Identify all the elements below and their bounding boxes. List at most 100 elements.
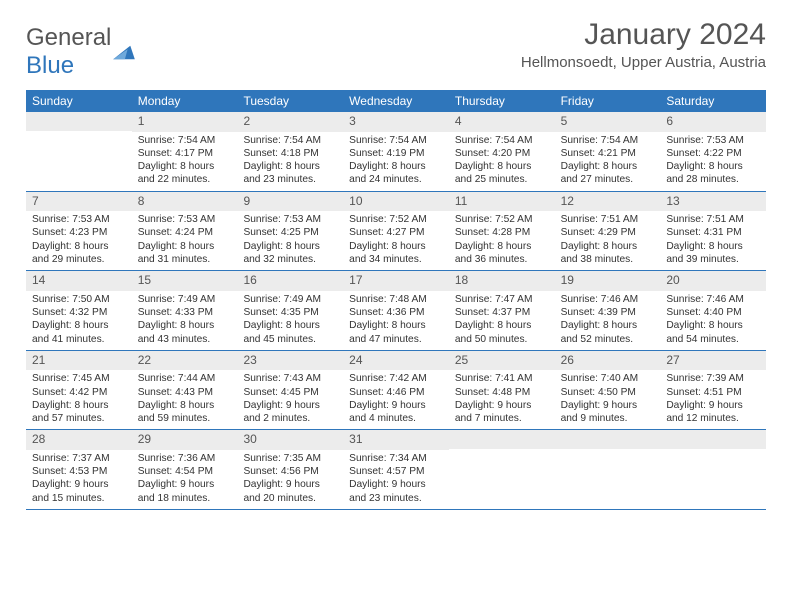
day-number: 16 [237,271,343,291]
weekday-header: Friday [555,90,661,112]
day-details: Sunrise: 7:35 AMSunset: 4:56 PMDaylight:… [237,450,343,509]
calendar-day: 7Sunrise: 7:53 AMSunset: 4:23 PMDaylight… [26,192,132,271]
sunset-text: Sunset: 4:17 PM [138,147,232,160]
calendar-week: 21Sunrise: 7:45 AMSunset: 4:42 PMDayligh… [26,351,766,431]
sunset-text: Sunset: 4:39 PM [561,306,655,319]
sunrise-text: Sunrise: 7:40 AM [561,372,655,385]
sunrise-text: Sunrise: 7:41 AM [455,372,549,385]
calendar-day: 29Sunrise: 7:36 AMSunset: 4:54 PMDayligh… [132,430,238,509]
daylight-text: Daylight: 9 hours and 2 minutes. [243,399,337,426]
sunset-text: Sunset: 4:51 PM [666,386,760,399]
day-details: Sunrise: 7:44 AMSunset: 4:43 PMDaylight:… [132,370,238,429]
day-number: 8 [132,192,238,212]
daylight-text: Daylight: 8 hours and 41 minutes. [32,319,126,346]
sunset-text: Sunset: 4:25 PM [243,226,337,239]
weekday-header: Saturday [660,90,766,112]
daylight-text: Daylight: 8 hours and 54 minutes. [666,319,760,346]
day-number: 15 [132,271,238,291]
sunset-text: Sunset: 4:48 PM [455,386,549,399]
day-details: Sunrise: 7:54 AMSunset: 4:20 PMDaylight:… [449,132,555,191]
daylight-text: Daylight: 9 hours and 12 minutes. [666,399,760,426]
sunset-text: Sunset: 4:57 PM [349,465,443,478]
day-number: 5 [555,112,661,132]
daylight-text: Daylight: 8 hours and 38 minutes. [561,240,655,267]
calendar-day: 4Sunrise: 7:54 AMSunset: 4:20 PMDaylight… [449,112,555,191]
calendar-day: 8Sunrise: 7:53 AMSunset: 4:24 PMDaylight… [132,192,238,271]
sunset-text: Sunset: 4:53 PM [32,465,126,478]
header: General Blue January 2024 Hellmonsoedt, … [26,18,766,80]
brand-text: General Blue [26,24,111,80]
daylight-text: Daylight: 9 hours and 23 minutes. [349,478,443,505]
day-number: 9 [237,192,343,212]
logo-triangle-icon [113,43,135,61]
day-details: Sunrise: 7:53 AMSunset: 4:25 PMDaylight:… [237,211,343,270]
calendar-day: 11Sunrise: 7:52 AMSunset: 4:28 PMDayligh… [449,192,555,271]
weekday-header: Tuesday [237,90,343,112]
day-details: Sunrise: 7:40 AMSunset: 4:50 PMDaylight:… [555,370,661,429]
day-details: Sunrise: 7:53 AMSunset: 4:24 PMDaylight:… [132,211,238,270]
sunrise-text: Sunrise: 7:49 AM [138,293,232,306]
day-details: Sunrise: 7:53 AMSunset: 4:22 PMDaylight:… [660,132,766,191]
calendar-day: 10Sunrise: 7:52 AMSunset: 4:27 PMDayligh… [343,192,449,271]
daylight-text: Daylight: 8 hours and 23 minutes. [243,160,337,187]
calendar-day: 13Sunrise: 7:51 AMSunset: 4:31 PMDayligh… [660,192,766,271]
sunrise-text: Sunrise: 7:51 AM [561,213,655,226]
calendar-day: 22Sunrise: 7:44 AMSunset: 4:43 PMDayligh… [132,351,238,430]
sunset-text: Sunset: 4:36 PM [349,306,443,319]
day-details: Sunrise: 7:39 AMSunset: 4:51 PMDaylight:… [660,370,766,429]
day-number: 4 [449,112,555,132]
sunrise-text: Sunrise: 7:46 AM [561,293,655,306]
calendar-day: 20Sunrise: 7:46 AMSunset: 4:40 PMDayligh… [660,271,766,350]
day-number: 14 [26,271,132,291]
day-details: Sunrise: 7:52 AMSunset: 4:27 PMDaylight:… [343,211,449,270]
day-number: 12 [555,192,661,212]
day-number: 11 [449,192,555,212]
day-details: Sunrise: 7:47 AMSunset: 4:37 PMDaylight:… [449,291,555,350]
weekday-header-row: Sunday Monday Tuesday Wednesday Thursday… [26,90,766,112]
day-details: Sunrise: 7:52 AMSunset: 4:28 PMDaylight:… [449,211,555,270]
sunset-text: Sunset: 4:40 PM [666,306,760,319]
day-number: 21 [26,351,132,371]
sunrise-text: Sunrise: 7:53 AM [32,213,126,226]
day-number: 25 [449,351,555,371]
calendar-day: 3Sunrise: 7:54 AMSunset: 4:19 PMDaylight… [343,112,449,191]
sunset-text: Sunset: 4:35 PM [243,306,337,319]
location-text: Hellmonsoedt, Upper Austria, Austria [521,54,766,71]
sunrise-text: Sunrise: 7:49 AM [243,293,337,306]
day-number [449,430,555,449]
daylight-text: Daylight: 9 hours and 9 minutes. [561,399,655,426]
day-details: Sunrise: 7:50 AMSunset: 4:32 PMDaylight:… [26,291,132,350]
calendar-day: 26Sunrise: 7:40 AMSunset: 4:50 PMDayligh… [555,351,661,430]
calendar: Sunday Monday Tuesday Wednesday Thursday… [26,90,766,510]
calendar-day: 17Sunrise: 7:48 AMSunset: 4:36 PMDayligh… [343,271,449,350]
calendar-week: 14Sunrise: 7:50 AMSunset: 4:32 PMDayligh… [26,271,766,351]
day-details: Sunrise: 7:48 AMSunset: 4:36 PMDaylight:… [343,291,449,350]
calendar-day: 19Sunrise: 7:46 AMSunset: 4:39 PMDayligh… [555,271,661,350]
calendar-day: 1Sunrise: 7:54 AMSunset: 4:17 PMDaylight… [132,112,238,191]
title-block: January 2024 Hellmonsoedt, Upper Austria… [521,18,766,71]
daylight-text: Daylight: 8 hours and 45 minutes. [243,319,337,346]
calendar-day [26,112,132,191]
calendar-day: 6Sunrise: 7:53 AMSunset: 4:22 PMDaylight… [660,112,766,191]
day-number: 31 [343,430,449,450]
sunrise-text: Sunrise: 7:54 AM [138,134,232,147]
sunset-text: Sunset: 4:29 PM [561,226,655,239]
daylight-text: Daylight: 8 hours and 47 minutes. [349,319,443,346]
sunrise-text: Sunrise: 7:36 AM [138,452,232,465]
sunset-text: Sunset: 4:28 PM [455,226,549,239]
sunset-text: Sunset: 4:22 PM [666,147,760,160]
calendar-day [449,430,555,509]
sunset-text: Sunset: 4:46 PM [349,386,443,399]
sunset-text: Sunset: 4:31 PM [666,226,760,239]
weekday-header: Monday [132,90,238,112]
day-number: 22 [132,351,238,371]
weekday-header: Sunday [26,90,132,112]
sunrise-text: Sunrise: 7:37 AM [32,452,126,465]
day-number: 30 [237,430,343,450]
daylight-text: Daylight: 8 hours and 57 minutes. [32,399,126,426]
daylight-text: Daylight: 8 hours and 59 minutes. [138,399,232,426]
calendar-day: 25Sunrise: 7:41 AMSunset: 4:48 PMDayligh… [449,351,555,430]
day-details: Sunrise: 7:37 AMSunset: 4:53 PMDaylight:… [26,450,132,509]
calendar-day: 30Sunrise: 7:35 AMSunset: 4:56 PMDayligh… [237,430,343,509]
daylight-text: Daylight: 8 hours and 29 minutes. [32,240,126,267]
